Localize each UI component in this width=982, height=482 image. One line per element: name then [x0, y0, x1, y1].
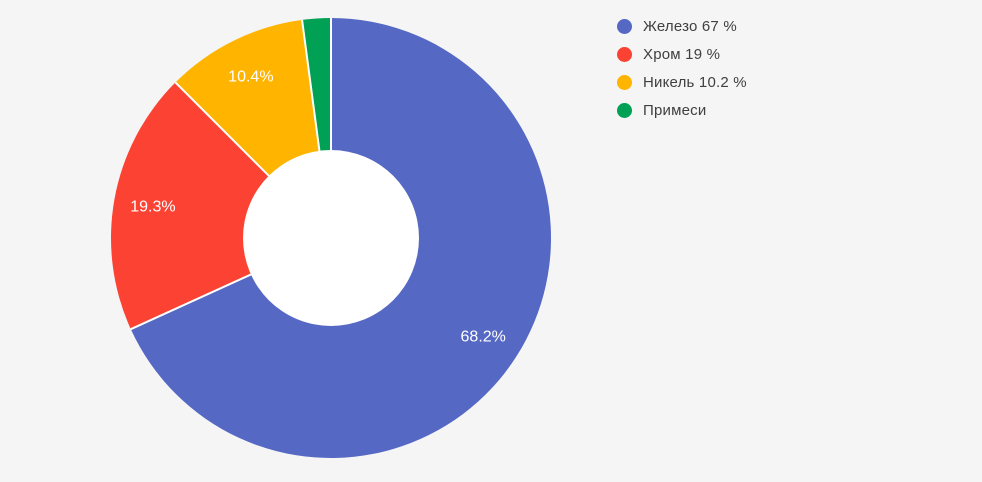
slice-label-nickel: 10.4%	[228, 68, 273, 85]
legend-item-label: Хром 19 %	[643, 45, 721, 63]
legend-item-nickel[interactable]: Никель 10.2 %	[617, 68, 747, 96]
legend-marker-icon	[617, 46, 632, 62]
legend-marker-icon	[617, 74, 632, 90]
donut-hole	[243, 150, 419, 326]
pie-slice-chromium[interactable]	[110, 82, 331, 330]
legend-item-iron[interactable]: Железо 67 %	[617, 12, 747, 40]
legend-marker-icon	[617, 102, 632, 118]
legend-marker-icon	[617, 18, 632, 34]
legend-item-label: Никель 10.2 %	[643, 73, 747, 91]
slice-label-chromium: 19.3%	[130, 198, 175, 215]
chart-legend: Железо 67 % Хром 19 % Никель 10.2 % Прим…	[617, 12, 747, 124]
legend-item-chromium[interactable]: Хром 19 %	[617, 40, 747, 68]
slice-labels-group: 68.2% 19.3% 10.4%	[130, 68, 506, 345]
legend-item-impurities[interactable]: Примеси	[617, 96, 747, 124]
legend-item-label: Железо 67 %	[643, 17, 737, 35]
legend-item-label: Примеси	[643, 101, 707, 119]
slice-label-iron: 68.2%	[461, 329, 506, 346]
